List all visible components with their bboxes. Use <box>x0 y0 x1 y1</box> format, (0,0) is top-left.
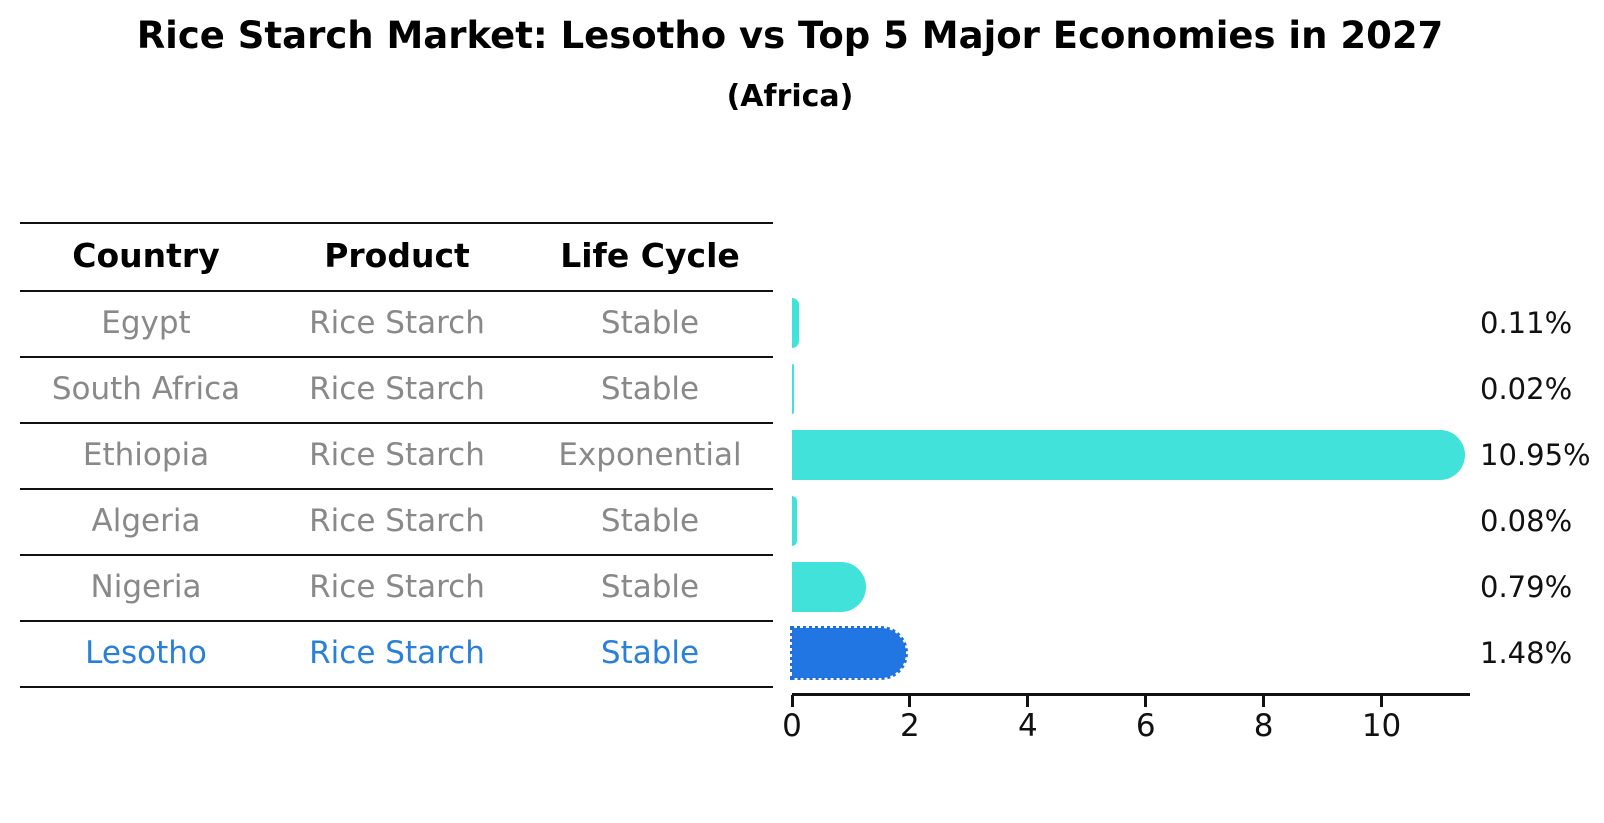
table-cell: Rice Starch <box>309 569 485 605</box>
table-cell: Rice Starch <box>309 635 485 671</box>
chart-subtitle: (Africa) <box>726 79 854 114</box>
x-tick-label: 4 <box>1017 708 1038 744</box>
table-cell: Rice Starch <box>309 503 485 539</box>
table-cell: Stable <box>600 635 700 671</box>
x-tick-label: 10 <box>1361 708 1402 744</box>
x-axis-line <box>792 693 1470 696</box>
x-tick <box>1026 695 1030 707</box>
chart-title: Rice Starch Market: Lesotho vs Top 5 Maj… <box>136 14 1444 57</box>
table-header-cell: Product <box>324 236 470 275</box>
row-separator <box>20 620 773 622</box>
bar <box>792 562 866 612</box>
x-tick-label: 2 <box>900 708 920 744</box>
x-tick <box>1262 695 1266 707</box>
x-tick <box>1380 695 1384 707</box>
bar-highlight-lesotho <box>789 626 909 680</box>
table-cell: Stable <box>600 503 700 539</box>
x-tick-label: 8 <box>1253 708 1274 744</box>
table-cell: Stable <box>600 305 700 341</box>
x-tick-label: 6 <box>1135 708 1156 744</box>
row-separator <box>20 488 773 490</box>
table-cell: South Africa <box>51 371 241 407</box>
table-cell: Nigeria <box>90 569 202 605</box>
table-cell: Rice Starch <box>309 371 485 407</box>
x-tick <box>908 695 912 707</box>
row-separator <box>20 290 773 292</box>
bar-value-label: 1.48% <box>1480 636 1573 670</box>
row-separator <box>20 686 773 688</box>
table-cell: Lesotho <box>85 635 207 671</box>
bar-value-label: 0.08% <box>1480 504 1573 538</box>
bar-value-label: 10.95% <box>1480 438 1591 472</box>
table-cell: Stable <box>600 569 700 605</box>
table-cell: Algeria <box>91 503 201 539</box>
bar-value-label: 0.02% <box>1480 372 1573 406</box>
bar <box>792 496 797 546</box>
table-header-cell: Country <box>72 236 220 275</box>
x-tick-label: 0 <box>782 708 802 744</box>
table-cell: Egypt <box>101 305 191 341</box>
table-header-cell: Life Cycle <box>560 236 740 275</box>
row-separator <box>20 422 773 424</box>
table-cell: Exponential <box>558 437 742 473</box>
bar <box>792 430 1465 480</box>
table-cell: Rice Starch <box>309 305 485 341</box>
bar <box>792 298 799 348</box>
row-separator <box>20 222 773 224</box>
x-tick <box>1144 695 1148 707</box>
row-separator <box>20 356 773 358</box>
row-separator <box>20 554 773 556</box>
table-cell: Stable <box>600 371 700 407</box>
bar-value-label: 0.79% <box>1480 570 1573 604</box>
bar <box>792 364 794 414</box>
bar-value-label: 0.11% <box>1480 306 1573 340</box>
x-tick <box>790 695 794 707</box>
table-cell: Ethiopia <box>82 437 210 473</box>
table-cell: Rice Starch <box>309 437 485 473</box>
